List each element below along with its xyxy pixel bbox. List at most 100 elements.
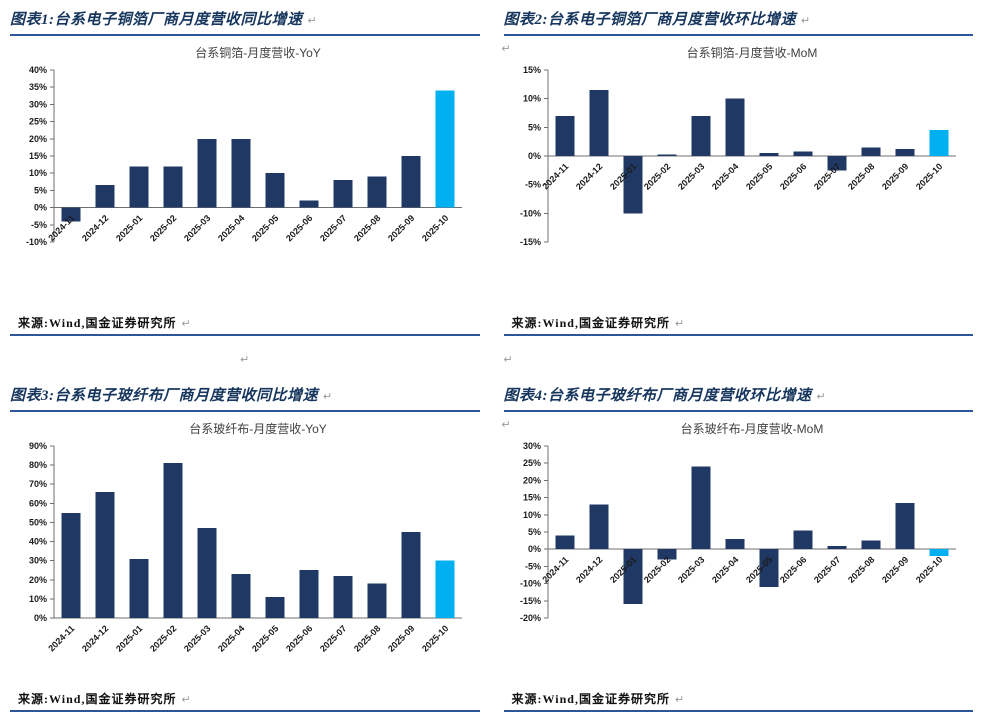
- svg-text:2025-07: 2025-07: [318, 623, 348, 653]
- figure-3-title: 图表3:台系电子玻纤布厂商月度营收同比增速: [10, 388, 318, 404]
- svg-text:2025-01: 2025-01: [114, 213, 144, 243]
- svg-text:2025-07: 2025-07: [811, 555, 841, 585]
- figure-block-3: 图表3:台系电子玻纤布厂商月度营收同比增速 ↵ 台系玻纤布-月度营收-YoY 0%…: [10, 382, 480, 712]
- svg-text:2025-08: 2025-08: [352, 623, 382, 653]
- svg-text:2024-11: 2024-11: [540, 555, 570, 585]
- svg-text:30%: 30%: [522, 441, 540, 451]
- figure-1-header-row: 图表1:台系电子铜箔厂商月度营收同比增速 ↵: [10, 6, 480, 34]
- paragraph-mark-icon: ↵: [674, 318, 685, 330]
- paragraph-mark-icon: ↵: [501, 419, 511, 431]
- svg-text:5%: 5%: [34, 185, 47, 195]
- svg-text:2025-09: 2025-09: [386, 623, 416, 653]
- figure-1-source-row: 来源:Wind,国金证券研究所 ↵: [10, 310, 480, 334]
- bar-chart-glass-fiber-mom: 台系玻纤布-月度营收-MoM -20% -15% -10% -5% 0% 5% 10% 15% 2…: [519, 421, 956, 623]
- svg-text:2025-02: 2025-02: [148, 213, 178, 243]
- svg-text:2025-10: 2025-10: [420, 623, 450, 653]
- svg-text:2025-04: 2025-04: [216, 623, 246, 653]
- svg-text:20%: 20%: [29, 134, 47, 144]
- svg-text:2025-03: 2025-03: [182, 623, 212, 653]
- svg-text:20%: 20%: [522, 475, 540, 485]
- figure-1-source-text: 来源:Wind,国金证券研究所: [18, 316, 177, 330]
- svg-text:-10%: -10%: [519, 579, 540, 589]
- figure-block-2: 图表2:台系电子铜箔厂商月度营收环比增速 ↵ ↵ 台系铜箔-月度营收-MoM -1…: [501, 6, 974, 336]
- paragraph-mark-icon: ↵: [501, 43, 511, 55]
- svg-text:2025-03: 2025-03: [675, 161, 705, 191]
- figure-3-chart-area: 台系玻纤布-月度营收-YoY 0% 10% 20% 30% 40% 50% 60% 70% 80%…: [10, 412, 480, 686]
- svg-text:5%: 5%: [527, 527, 540, 537]
- svg-text:60%: 60%: [29, 498, 47, 508]
- figure-1-title: 图表1:台系电子铜箔厂商月度营收同比增速: [10, 12, 303, 28]
- figure-3-source-row: 来源:Wind,国金证券研究所 ↵: [10, 686, 480, 710]
- svg-text:2025-05: 2025-05: [250, 213, 280, 243]
- svg-text:2025-06: 2025-06: [284, 213, 314, 243]
- paragraph-mark-icon: ↵: [801, 15, 811, 27]
- figure-3-bottom-rule: [10, 710, 480, 712]
- figure-4-bottom-rule: [503, 710, 973, 712]
- svg-text:台系玻纤布-月度营收-MoM: 台系玻纤布-月度营收-MoM: [680, 421, 823, 436]
- svg-text:2025-06: 2025-06: [777, 555, 807, 585]
- svg-text:25%: 25%: [29, 117, 47, 127]
- svg-text:2024-11: 2024-11: [46, 213, 76, 243]
- svg-text:2025-10: 2025-10: [420, 213, 450, 243]
- svg-text:2025-05: 2025-05: [743, 161, 773, 191]
- svg-text:0%: 0%: [34, 613, 47, 623]
- bar-chart-copper-foil-yoy: 台系铜箔-月度营收-YoY -10% -5% 0% 5% 10% 15% 20% 25% 30% 3…: [26, 45, 462, 247]
- svg-text:2024-12: 2024-12: [573, 555, 603, 585]
- figure-4-header-row: 图表4:台系电子玻纤布厂商月度营收环比增速 ↵: [504, 382, 974, 410]
- svg-text:15%: 15%: [29, 151, 47, 161]
- paragraph-mark-icon: ↵: [181, 694, 191, 706]
- svg-text:台系铜箔-月度营收-YoY: 台系铜箔-月度营收-YoY: [195, 45, 321, 60]
- svg-text:15%: 15%: [522, 65, 540, 75]
- svg-text:2025-09: 2025-09: [386, 213, 416, 243]
- svg-text:15%: 15%: [522, 493, 540, 503]
- svg-text:台系铜箔-月度营收-MoM: 台系铜箔-月度营收-MoM: [686, 45, 817, 60]
- figure-4-header-rule: [503, 410, 973, 412]
- svg-text:35%: 35%: [29, 82, 47, 92]
- paragraph-mark-icon: ↵: [816, 391, 826, 403]
- row-gap-right: ↵: [504, 336, 974, 382]
- svg-text:2024-12: 2024-12: [573, 161, 603, 191]
- svg-text:80%: 80%: [29, 460, 47, 470]
- svg-text:25%: 25%: [522, 458, 540, 468]
- paragraph-mark-icon: ↵: [240, 353, 250, 366]
- figure-4-source-text: 来源:Wind,国金证券研究所: [511, 692, 670, 706]
- svg-text:-15%: -15%: [519, 237, 540, 247]
- figure-3-header-rule: [10, 410, 480, 412]
- figure-1-chart-area: 台系铜箔-月度营收-YoY -10% -5% 0% 5% 10% 15% 20% 25% 30% 3…: [10, 36, 480, 310]
- figure-3-header-row: 图表3:台系电子玻纤布厂商月度营收同比增速 ↵: [10, 382, 480, 410]
- figure-2-chart-area: ↵ 台系铜箔-月度营收-MoM -15% -10% -5% 0% 5% 10% 15% 2024…: [501, 36, 974, 310]
- figure-2-header-row: 图表2:台系电子铜箔厂商月度营收环比增速 ↵: [504, 6, 974, 34]
- svg-text:20%: 20%: [29, 575, 47, 585]
- svg-text:台系玻纤布-月度营收-YoY: 台系玻纤布-月度营收-YoY: [189, 421, 327, 436]
- svg-text:-5%: -5%: [524, 180, 540, 190]
- svg-text:2025-02: 2025-02: [641, 161, 671, 191]
- svg-text:70%: 70%: [29, 479, 47, 489]
- svg-text:-5%: -5%: [524, 561, 540, 571]
- svg-text:0%: 0%: [527, 544, 540, 554]
- svg-text:2025-05: 2025-05: [250, 623, 280, 653]
- svg-text:10%: 10%: [29, 168, 47, 178]
- svg-text:-10%: -10%: [26, 237, 47, 247]
- svg-text:-5%: -5%: [31, 220, 47, 230]
- paragraph-mark-icon: ↵: [674, 694, 685, 706]
- svg-text:10%: 10%: [29, 594, 47, 604]
- svg-text:-10%: -10%: [519, 208, 540, 218]
- paragraph-mark-icon: ↵: [181, 318, 191, 330]
- bar-chart-glass-fiber-yoy: 台系玻纤布-月度营收-YoY 0% 10% 20% 30% 40% 50% 60% 70% 80%…: [29, 421, 462, 654]
- svg-text:-15%: -15%: [519, 596, 540, 606]
- svg-text:50%: 50%: [29, 517, 47, 527]
- svg-text:2025-06: 2025-06: [284, 623, 314, 653]
- svg-text:2025-02: 2025-02: [641, 555, 671, 585]
- svg-text:2024-11: 2024-11: [540, 161, 570, 191]
- bar-chart-copper-foil-mom: 台系铜箔-月度营收-MoM -15% -10% -5% 0% 5% 10% 15% 2024-1…: [519, 45, 956, 247]
- svg-text:2025-04: 2025-04: [709, 555, 739, 585]
- paragraph-mark-icon: ↵: [323, 391, 333, 403]
- svg-text:2025-03: 2025-03: [675, 555, 705, 585]
- figure-block-4: 图表4:台系电子玻纤布厂商月度营收环比增速 ↵ ↵ 台系玻纤布-月度营收-MoM…: [501, 382, 974, 712]
- figure-4-source-row: 来源:Wind,国金证券研究所 ↵: [504, 686, 974, 710]
- svg-text:2025-08: 2025-08: [845, 555, 875, 585]
- svg-text:2025-04: 2025-04: [216, 213, 246, 243]
- svg-text:2025-03: 2025-03: [182, 213, 212, 243]
- svg-text:-20%: -20%: [519, 613, 540, 623]
